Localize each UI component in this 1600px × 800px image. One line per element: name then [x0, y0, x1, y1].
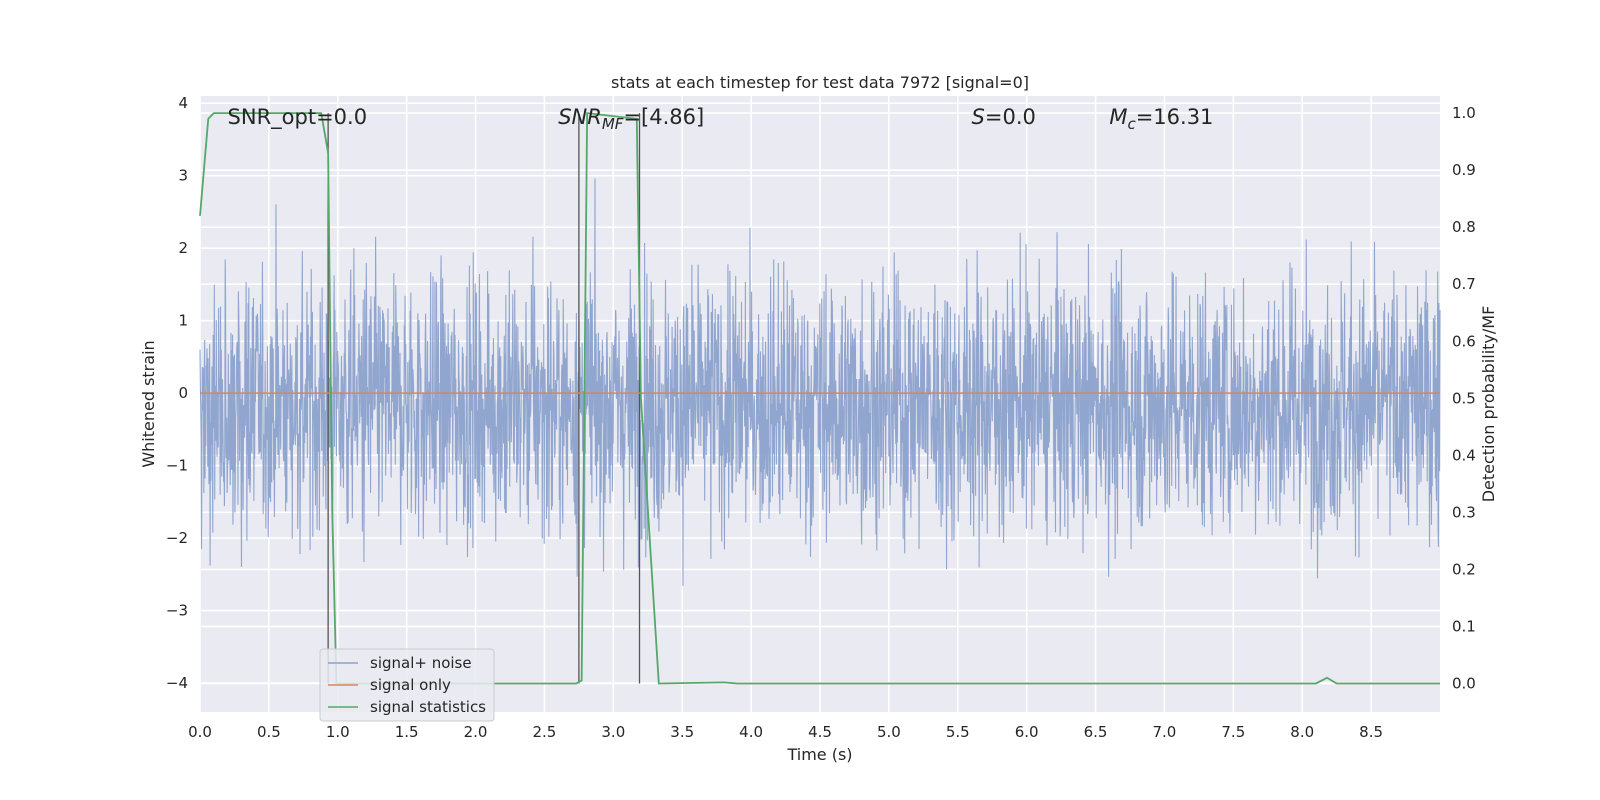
- x-tick-label-4: 2.0: [464, 723, 488, 741]
- y-tick-label-5: 1: [178, 312, 188, 330]
- legend-label-signal-statistics: signal statistics: [370, 698, 486, 716]
- annotation-3: Mc=16.31: [1109, 105, 1213, 133]
- signal-plus-noise-line: [199, 178, 1441, 586]
- x-tick-label-0: 0.0: [188, 723, 212, 741]
- x-tick-label-16: 8.0: [1290, 723, 1314, 741]
- signal-statistics-line: [199, 112, 1440, 685]
- y2-tick-label-9: 0.9: [1452, 161, 1476, 179]
- chart-title: stats at each timestep for test data 797…: [611, 73, 1029, 92]
- x-tick-label-10: 5.0: [877, 723, 901, 741]
- y2-tick-labels: 0.0 0.1 0.2 0.3 0.4 0.5 0.6 0.7 0.8 0.9 1.0: [1452, 104, 1476, 692]
- x-tick-label-15: 7.5: [1221, 723, 1245, 741]
- y2-tick-label-2: 0.2: [1452, 560, 1476, 578]
- x-tick-label-3: 1.5: [395, 723, 419, 741]
- y2-axis-label: Detection probability/MF: [1479, 306, 1498, 503]
- x-tick-label-1: 0.5: [257, 723, 281, 741]
- y2-tick-label-4: 0.4: [1452, 446, 1476, 464]
- x-tick-label-2: 1.0: [326, 723, 350, 741]
- y-tick-label-3: −1: [166, 457, 188, 475]
- x-tick-label-5: 2.5: [533, 723, 557, 741]
- x-tick-label-13: 6.5: [1084, 723, 1108, 741]
- y-tick-label-4: 0: [178, 384, 188, 402]
- y2-tick-label-6: 0.6: [1452, 332, 1476, 350]
- x-tick-label-14: 7.0: [1153, 723, 1177, 741]
- y-tick-label-1: −3: [166, 602, 188, 620]
- y-tick-label-8: 4: [178, 94, 188, 112]
- y-tick-label-0: −4: [166, 674, 188, 692]
- x-tick-label-7: 3.5: [670, 723, 694, 741]
- legend-label-signal-noise: signal+ noise: [370, 654, 472, 672]
- series-lines: [199, 112, 1440, 685]
- y2-tick-label-3: 0.3: [1452, 503, 1476, 521]
- x-tick-label-9: 4.5: [808, 723, 832, 741]
- x-tick-label-12: 6.0: [1015, 723, 1039, 741]
- y-tick-labels: −4 −3 −2 −1 0 1 2 3 4: [166, 94, 188, 692]
- signal-plus-noise-series: [199, 178, 1441, 586]
- y2-tick-label-0: 0.0: [1452, 674, 1476, 692]
- annotation-2: S=0.0: [972, 105, 1036, 129]
- legend: signal+ noise signal only signal statist…: [319, 648, 495, 722]
- y2-tick-label-5: 0.5: [1452, 389, 1476, 407]
- y-tick-label-2: −2: [166, 529, 188, 547]
- y-axis-label: Whitened strain: [139, 340, 158, 467]
- annotation-1: SNRMF=[4.86]: [558, 105, 704, 133]
- legend-box: [319, 648, 495, 722]
- y2-tick-label-1: 0.1: [1452, 617, 1476, 635]
- x-tick-label-11: 5.5: [946, 723, 970, 741]
- y2-tick-label-8: 0.8: [1452, 218, 1476, 236]
- x-tick-label-8: 4.0: [739, 723, 763, 741]
- y2-tick-label-10: 1.0: [1452, 104, 1476, 122]
- y-tick-label-7: 3: [178, 167, 188, 185]
- annotation-0: SNR_opt=0.0: [228, 105, 368, 130]
- y2-tick-label-7: 0.7: [1452, 275, 1476, 293]
- annotations: SNR_opt=0.0 SNRMF=[4.86] S=0.0 Mc=16.31: [228, 105, 1214, 133]
- legend-label-signal-only: signal only: [370, 676, 451, 694]
- x-tick-label-17: 8.5: [1359, 723, 1383, 741]
- x-tick-label-6: 3.0: [601, 723, 625, 741]
- y-tick-label-6: 2: [178, 239, 188, 257]
- x-tick-labels: 0.0 0.5 1.0 1.5 2.0 2.5 3.0 3.5 4.0 4.5 5.0 5.5 6.0 6…: [188, 723, 1383, 741]
- x-axis-label: Time (s): [786, 745, 852, 764]
